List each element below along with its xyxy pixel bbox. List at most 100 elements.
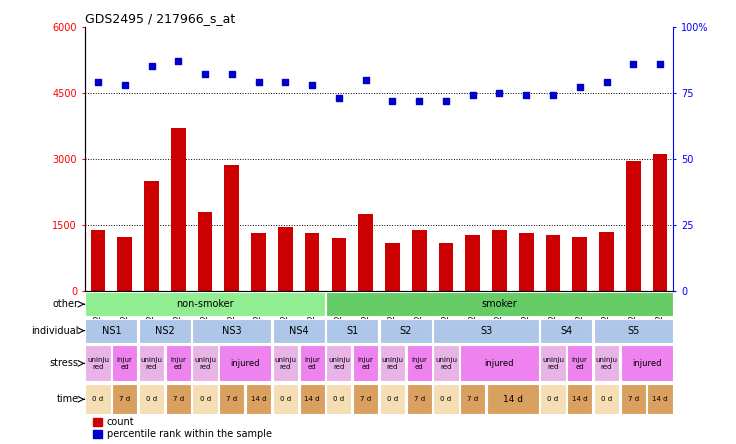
Bar bbox=[85, 292, 325, 317]
Text: injur
ed: injur ed bbox=[572, 357, 588, 370]
Bar bbox=[93, 430, 102, 438]
Bar bbox=[540, 318, 592, 343]
Bar bbox=[273, 318, 325, 343]
Bar bbox=[219, 345, 271, 381]
Bar bbox=[439, 243, 453, 291]
Bar bbox=[198, 212, 213, 291]
Point bbox=[440, 97, 452, 104]
Bar bbox=[246, 384, 271, 414]
Text: 7 d: 7 d bbox=[173, 396, 184, 402]
Text: 0 d: 0 d bbox=[199, 396, 210, 402]
Bar bbox=[380, 318, 432, 343]
Bar bbox=[112, 345, 138, 381]
Text: uninju
red: uninju red bbox=[595, 357, 618, 370]
Bar bbox=[599, 232, 614, 291]
Text: uninju
red: uninju red bbox=[275, 357, 297, 370]
Bar bbox=[460, 345, 539, 381]
Bar bbox=[219, 384, 244, 414]
Point bbox=[601, 79, 612, 86]
Point bbox=[306, 81, 318, 88]
Bar bbox=[594, 318, 673, 343]
Text: 7 d: 7 d bbox=[360, 396, 371, 402]
Bar bbox=[193, 345, 218, 381]
Point bbox=[414, 97, 425, 104]
Text: 0 d: 0 d bbox=[387, 396, 398, 402]
Text: 0 d: 0 d bbox=[146, 396, 157, 402]
Bar bbox=[353, 384, 378, 414]
Text: 14 d: 14 d bbox=[251, 396, 266, 402]
Bar bbox=[385, 243, 400, 291]
Point bbox=[386, 97, 398, 104]
Text: individual: individual bbox=[31, 325, 79, 336]
Text: NS3: NS3 bbox=[222, 325, 241, 336]
Bar bbox=[273, 345, 298, 381]
Bar bbox=[519, 233, 534, 291]
Bar bbox=[412, 230, 427, 291]
Text: uninju
red: uninju red bbox=[381, 357, 403, 370]
Bar bbox=[465, 234, 480, 291]
Bar bbox=[620, 384, 646, 414]
Text: 7 d: 7 d bbox=[467, 396, 478, 402]
Text: smoker: smoker bbox=[481, 299, 517, 309]
Text: NS1: NS1 bbox=[102, 325, 121, 336]
Text: injured: injured bbox=[230, 359, 260, 368]
Bar bbox=[305, 233, 319, 291]
Bar bbox=[594, 345, 619, 381]
Text: GDS2495 / 217966_s_at: GDS2495 / 217966_s_at bbox=[85, 12, 235, 25]
Text: percentile rank within the sample: percentile rank within the sample bbox=[107, 429, 272, 439]
Bar bbox=[93, 418, 102, 426]
Bar bbox=[273, 384, 298, 414]
Bar bbox=[540, 345, 565, 381]
Text: S1: S1 bbox=[346, 325, 358, 336]
Bar bbox=[406, 345, 432, 381]
Point bbox=[146, 63, 158, 70]
Bar bbox=[118, 237, 132, 291]
Bar bbox=[91, 230, 105, 291]
Bar bbox=[567, 345, 592, 381]
Bar bbox=[545, 234, 560, 291]
Point bbox=[252, 79, 264, 86]
Bar bbox=[326, 384, 352, 414]
Text: 0 d: 0 d bbox=[93, 396, 104, 402]
Text: injur
ed: injur ed bbox=[304, 357, 320, 370]
Bar bbox=[648, 384, 673, 414]
Text: stress: stress bbox=[50, 358, 79, 369]
Text: time: time bbox=[57, 394, 79, 404]
Bar bbox=[492, 230, 507, 291]
Bar bbox=[300, 345, 325, 381]
Text: NS2: NS2 bbox=[155, 325, 175, 336]
Bar bbox=[326, 318, 378, 343]
Text: 7 d: 7 d bbox=[226, 396, 238, 402]
Bar bbox=[380, 345, 405, 381]
Bar bbox=[251, 233, 266, 291]
Text: NS4: NS4 bbox=[289, 325, 308, 336]
Point bbox=[172, 57, 184, 64]
Text: 0 d: 0 d bbox=[601, 396, 612, 402]
Bar bbox=[567, 384, 592, 414]
Text: uninju
red: uninju red bbox=[435, 357, 457, 370]
Text: other: other bbox=[53, 299, 79, 309]
Text: 0 d: 0 d bbox=[280, 396, 291, 402]
Point bbox=[574, 84, 586, 91]
Text: 7 d: 7 d bbox=[628, 396, 639, 402]
Point bbox=[226, 71, 238, 78]
Text: uninju
red: uninju red bbox=[328, 357, 350, 370]
Text: 0 d: 0 d bbox=[440, 396, 451, 402]
Bar bbox=[112, 384, 138, 414]
Point bbox=[494, 89, 506, 96]
Point bbox=[467, 92, 478, 99]
Point bbox=[199, 71, 211, 78]
Bar bbox=[139, 318, 191, 343]
Bar bbox=[300, 384, 325, 414]
Bar bbox=[144, 181, 159, 291]
Point bbox=[627, 60, 639, 67]
Text: 14 d: 14 d bbox=[652, 396, 668, 402]
Point bbox=[360, 76, 372, 83]
Bar bbox=[626, 161, 640, 291]
Bar bbox=[406, 384, 432, 414]
Bar bbox=[85, 318, 138, 343]
Bar bbox=[573, 237, 587, 291]
Bar bbox=[171, 128, 185, 291]
Bar bbox=[85, 345, 110, 381]
Bar bbox=[278, 227, 293, 291]
